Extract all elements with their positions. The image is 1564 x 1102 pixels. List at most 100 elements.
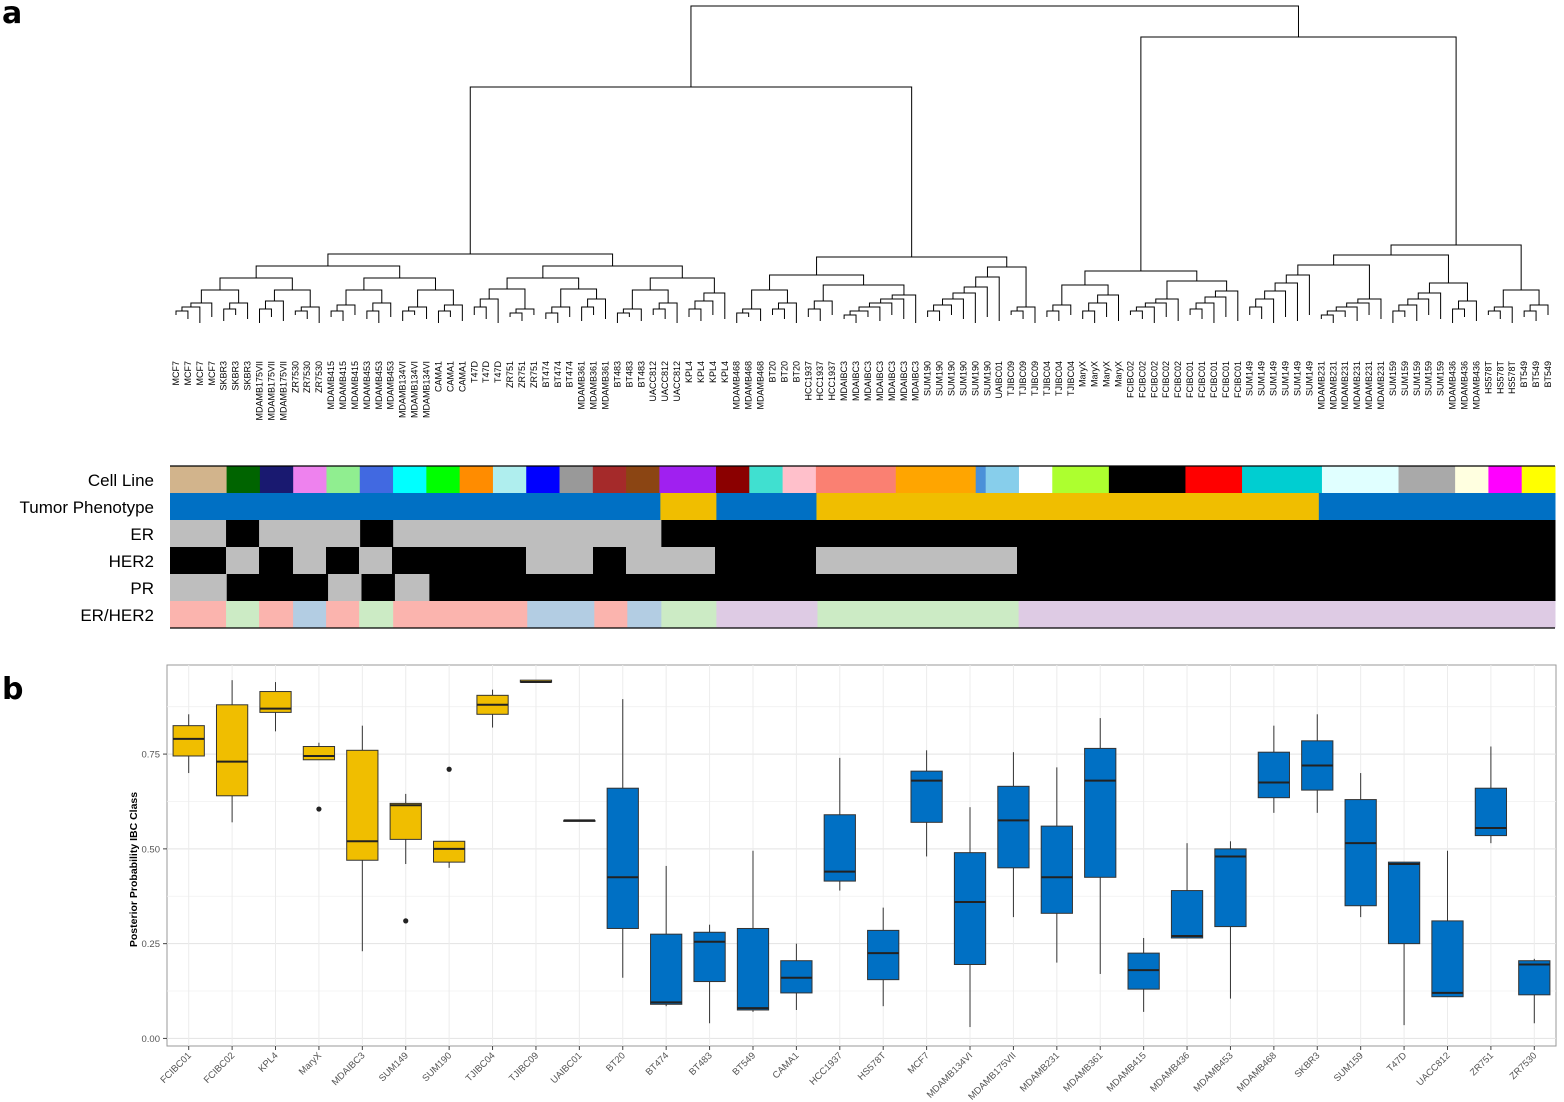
y-axis-label: Posterior Probability IBC Class xyxy=(128,792,140,947)
er-her2-cell xyxy=(170,601,227,628)
dendrogram-branch xyxy=(560,288,598,307)
dendrogram-leaf-label: T47D xyxy=(493,361,503,384)
box xyxy=(1214,848,1247,928)
dendrogram-leaf-label: SKBR3 xyxy=(219,361,229,391)
dendrogram-leaf-label: FCIBC01 xyxy=(1185,361,1195,398)
dendrogram-leaf-label: SUM190 xyxy=(946,361,956,396)
box xyxy=(953,852,987,965)
dendrogram-branch xyxy=(255,265,401,278)
dendrogram-leaf-label: MDAIBC3 xyxy=(875,361,885,401)
dendrogram-branch xyxy=(1529,304,1549,315)
dendrogram-branch xyxy=(509,312,523,321)
dendrogram-leaf-label: T47D xyxy=(481,361,491,384)
dendrogram-branch xyxy=(1010,310,1024,319)
dendrogram-branch xyxy=(736,312,750,323)
box xyxy=(823,814,856,882)
pr-cell xyxy=(170,574,228,601)
dendrogram-leaf-label: MCF7 xyxy=(183,361,193,386)
x-tick-label: SUM159 xyxy=(1332,1050,1366,1084)
dendrogram-leaf-label: MDAMB134VI xyxy=(410,361,420,418)
dendrogram-leaf-label: TJIBC04 xyxy=(1066,361,1076,396)
dendrogram-leaf-label: MDAIBC3 xyxy=(911,361,921,401)
dendrogram-leaf-label: FCIBC02 xyxy=(1161,361,1171,398)
dendrogram-leaf-label: HS578T xyxy=(1495,361,1505,395)
x-tick-label: MDAMB361 xyxy=(1061,1050,1105,1094)
dendrogram-leaf-label: BT20 xyxy=(779,361,789,383)
dendrogram-branch xyxy=(1129,310,1143,319)
box xyxy=(867,929,900,981)
dendrogram-leaf-label: MDAIBC3 xyxy=(851,361,861,401)
x-tick-label: ZR7530 xyxy=(1508,1050,1540,1082)
dendrogram-branch xyxy=(330,310,344,321)
dendrogram-leaf-label: BT483 xyxy=(624,361,634,388)
dendrogram-branch xyxy=(587,298,606,319)
dendrogram-branch xyxy=(1088,302,1108,317)
pr-cell xyxy=(394,574,430,601)
dendrogram-leaf-label: SUM190 xyxy=(970,361,980,396)
dendrogram-branch xyxy=(366,310,380,323)
cell-line-cell xyxy=(1185,466,1243,493)
annotation-row-label: HER2 xyxy=(109,552,154,571)
er-cell xyxy=(226,520,260,547)
x-tick-label: UAIBC01 xyxy=(549,1050,585,1086)
dendrogram-branch xyxy=(1052,304,1072,315)
boxplot-panel: 0.00 0.25 0.50 0.75 Posterior Probability IB… xyxy=(128,664,1557,1102)
dendrogram-branch xyxy=(769,274,865,290)
x-tick-label: TJIBC04 xyxy=(464,1050,498,1084)
dendrogram-branch xyxy=(1195,302,1215,323)
cell-line-cell xyxy=(1521,466,1556,493)
box xyxy=(1518,960,1551,996)
dendrogram-leaf-label: FCIBC01 xyxy=(1221,361,1231,398)
er-her2-cell xyxy=(527,601,595,628)
dendrogram-leaf-labels: MCF7 MCF7 MCF7 MCF7 SKBR3 SKBR3 SKBR3 MDAMB175V… xyxy=(171,361,1553,421)
outlier-point xyxy=(446,766,452,772)
pr-cell xyxy=(226,574,329,601)
dendrogram-branch xyxy=(816,256,1008,275)
er-her2-cell xyxy=(817,601,1020,628)
box xyxy=(215,704,249,797)
dendrogram-branch xyxy=(1189,308,1203,319)
dendrogram-branch xyxy=(1264,290,1287,317)
cell-line-cell xyxy=(259,466,294,493)
dendrogram-branch xyxy=(327,253,614,266)
x-tick-label: MaryX xyxy=(297,1050,325,1078)
dendrogram-leaf-label: HCC1937 xyxy=(827,361,837,401)
pr-cell xyxy=(429,574,1556,601)
dendrogram-branch xyxy=(417,289,454,307)
dendrogram-leaf-label: ZR7530 xyxy=(302,361,312,393)
dendrogram-branch xyxy=(688,308,702,321)
her2-cell xyxy=(326,547,360,574)
dendrogram-leaf-label: MDAMB468 xyxy=(732,361,742,410)
dendrogram-branch xyxy=(264,300,284,321)
x-tick-label: FCIBC01 xyxy=(158,1050,193,1085)
dendrogram-leaf-label: CAMA1 xyxy=(433,361,443,392)
x-tick-label: MDAMB231 xyxy=(1018,1050,1062,1094)
dendrogram-branch xyxy=(1135,306,1155,323)
cell-line-cell xyxy=(293,466,327,493)
dendrogram-leaf-label: MDAMB231 xyxy=(1376,361,1386,410)
annotation-row-label: PR xyxy=(130,579,154,598)
x-tick-label: BT20 xyxy=(604,1050,628,1074)
dendrogram-branch xyxy=(742,308,762,321)
x-tick-label: HCC1937 xyxy=(808,1050,845,1087)
dendrogram-branch xyxy=(223,308,237,321)
dendrogram-leaf-label: MDAMB231 xyxy=(1352,361,1362,410)
box xyxy=(433,840,466,863)
dendrogram-leaf-label: FCIBC02 xyxy=(1173,361,1183,398)
cell-line-cell xyxy=(716,466,750,493)
dendrogram-leaf-label: MDAMB436 xyxy=(1459,361,1469,410)
annotation-heatmap: Cell Line Tumor Phenotype ER HER2 PR ER/HER2 xyxy=(20,465,1556,629)
x-tick-label: SUM149 xyxy=(377,1050,411,1084)
cell-line-cell xyxy=(1321,466,1400,493)
x-tick-label: UACC812 xyxy=(1415,1050,1453,1088)
dendrogram-branch xyxy=(402,310,416,321)
dendrogram-leaf-label: MDAMB361 xyxy=(589,361,599,410)
box xyxy=(172,725,205,757)
dendrogram-leaf-label: MDAMB415 xyxy=(338,361,348,410)
her2-cell xyxy=(715,547,817,574)
dendrogram-branch xyxy=(631,289,669,309)
dendrogram-leaf-label: MDAMB175VII xyxy=(266,361,276,421)
dendrogram-branch xyxy=(1297,264,1370,299)
y-tick-label: 0.25 xyxy=(142,939,161,950)
